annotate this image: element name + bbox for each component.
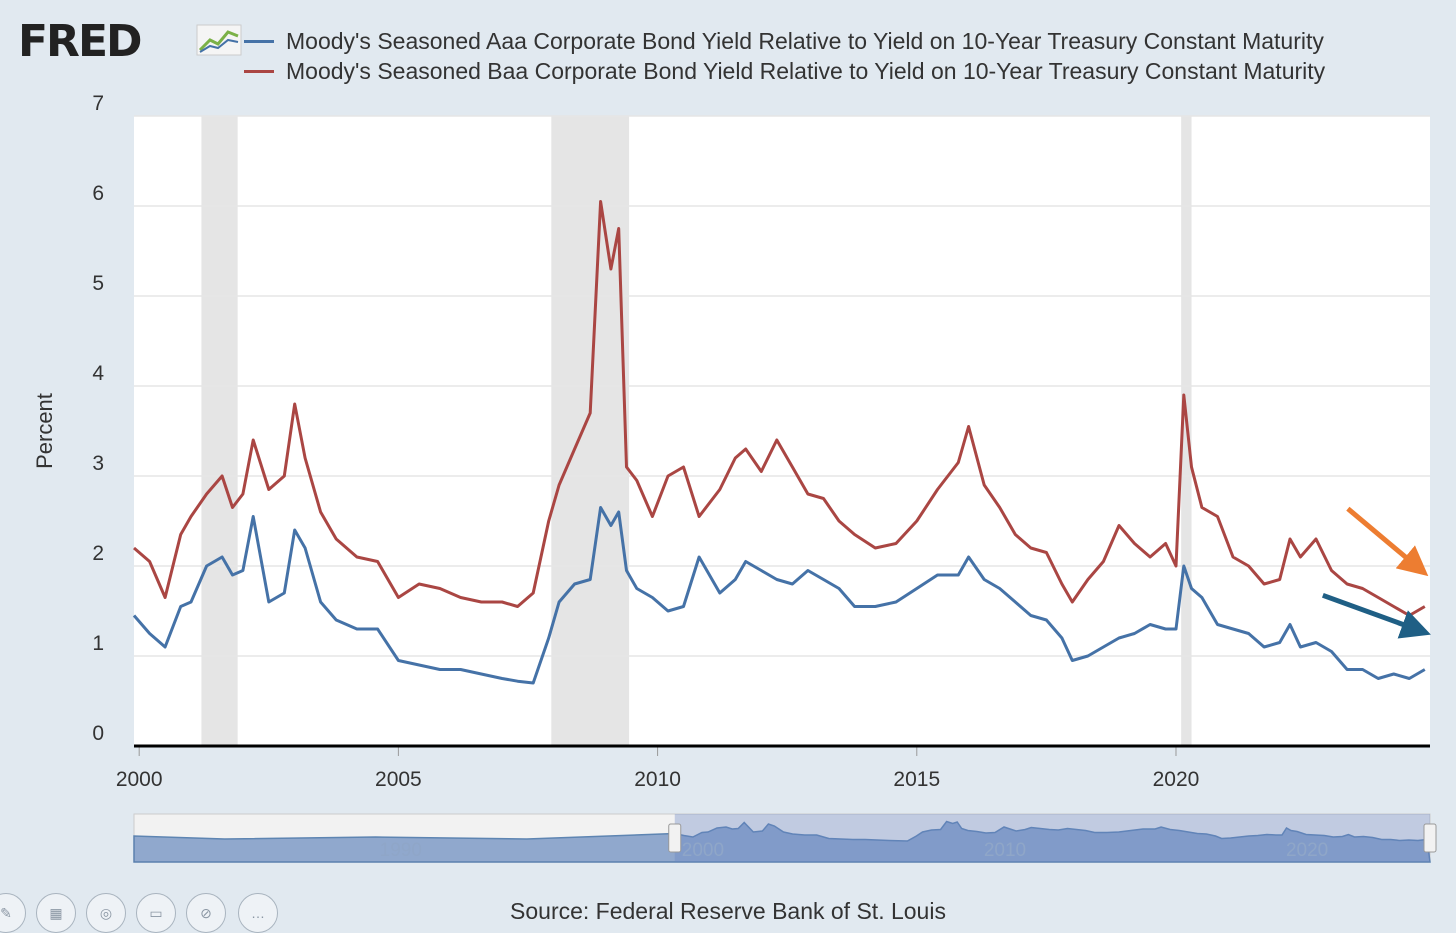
navigator-label-2020: 2020 [1286, 840, 1328, 861]
recession-band-1 [551, 116, 630, 746]
annotation-arrows [1321, 506, 1431, 639]
legend-item-aaa[interactable]: Moody's Seasoned Aaa Corporate Bond Yiel… [244, 26, 1325, 56]
annotation-arrow-aaa [1321, 592, 1431, 639]
annotation-arrow-baa [1346, 506, 1429, 577]
source-note: Source: Federal Reserve Bank of St. Loui… [510, 898, 946, 924]
y-tick-label-0: 0 [92, 722, 104, 745]
y-tick-label-7: 7 [92, 92, 104, 115]
navigator-label-2000: 2000 [682, 840, 724, 861]
navigator-area [133, 820, 1431, 863]
x-tick-label-2015: 2015 [893, 768, 940, 791]
legend-label-aaa: Moody's Seasoned Aaa Corporate Bond Yiel… [286, 27, 1324, 54]
chart-area[interactable]: 0 1 2 3 4 5 6 7 2000 2005 2010 2015 2020 Percent 19… [0, 0, 1456, 880]
x-axis-ticks: 2000 2005 2010 2015 2020 [116, 746, 1200, 791]
y-tick-label-5: 5 [92, 272, 104, 295]
y-tick-label-3: 3 [92, 452, 104, 475]
gridlines [134, 115, 1430, 657]
x-tick-label-2020: 2020 [1153, 768, 1200, 791]
recession-bands [201, 116, 1192, 746]
navigator-label-2010: 2010 [984, 840, 1026, 861]
x-tick-label-2005: 2005 [375, 768, 422, 791]
series-lines [132, 200, 1426, 685]
x-tick-label-2000: 2000 [116, 768, 163, 791]
navigator-handle-right[interactable] [1423, 823, 1437, 853]
chart-legend: Moody's Seasoned Aaa Corporate Bond Yiel… [244, 26, 1325, 86]
legend-swatch-baa [244, 69, 274, 73]
legend-swatch-aaa [244, 39, 274, 43]
navigator-handle-left[interactable] [668, 823, 682, 853]
plot-background [134, 116, 1430, 746]
series-line-aaa [132, 506, 1426, 685]
zoom-icon[interactable]: ◎ [86, 893, 126, 933]
x-tick-label-2010: 2010 [634, 768, 681, 791]
gallery-icon[interactable]: ▦ [36, 893, 76, 933]
legend-item-baa[interactable]: Moody's Seasoned Baa Corporate Bond Yiel… [244, 56, 1325, 86]
y-axis-label: Percent [32, 393, 57, 469]
y-axis-ticks: 0 1 2 3 4 5 6 7 [92, 92, 104, 745]
trend-line-icon [196, 24, 242, 56]
y-tick-label-2: 2 [92, 542, 104, 565]
keyboard-icon[interactable]: ▭ [136, 893, 176, 933]
series-line-baa [133, 200, 1426, 617]
more-icon[interactable]: … [238, 893, 278, 933]
navigator-label-1990: 1990 [380, 840, 422, 861]
y-tick-label-6: 6 [92, 182, 104, 205]
legend-label-baa: Moody's Seasoned Baa Corporate Bond Yiel… [286, 57, 1326, 84]
navigator-panel[interactable]: 1990 2000 2010 2020 [133, 813, 1437, 863]
video-off-icon[interactable]: ⊘ [186, 893, 226, 933]
y-tick-label-1: 1 [92, 632, 104, 655]
fred-logo[interactable]: FRED [18, 16, 242, 67]
navigator-selection [674, 814, 1430, 862]
y-tick-label-4: 4 [92, 362, 104, 385]
recession-band-0 [201, 116, 238, 746]
logo-text: FRED [18, 16, 143, 67]
